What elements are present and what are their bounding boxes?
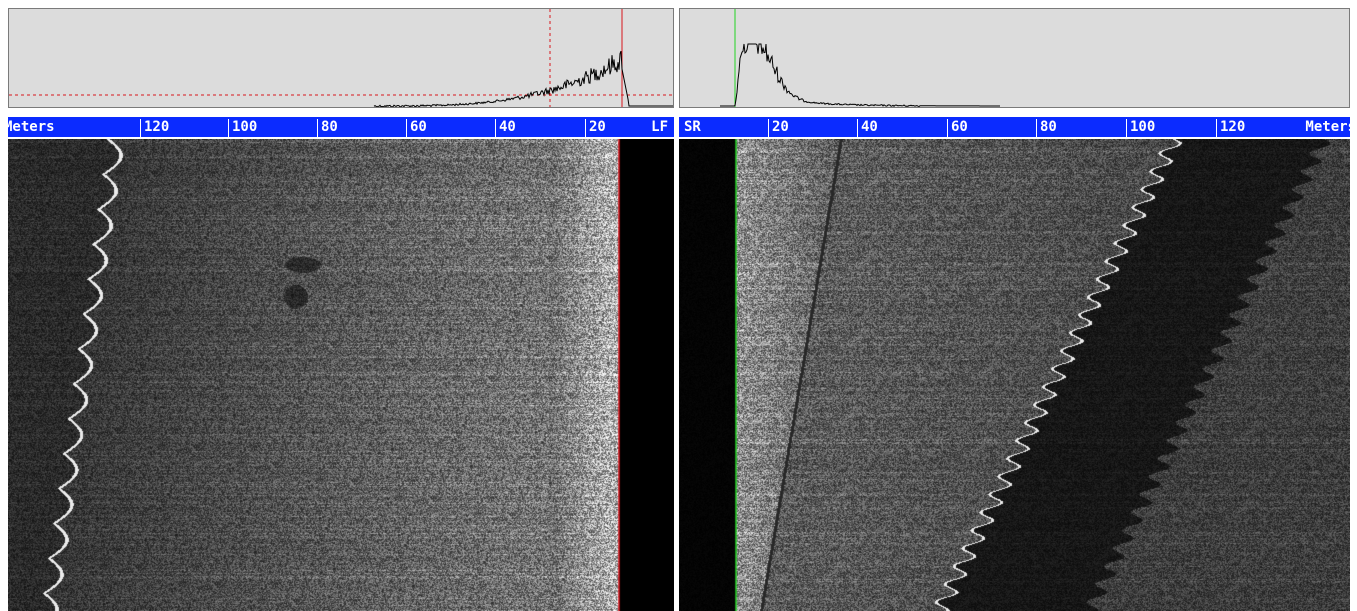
- stbd-tick-100: 100: [1126, 119, 1155, 137]
- port-tick-60: 60: [406, 119, 427, 137]
- stbd-tick-120: 120: [1216, 119, 1245, 137]
- port-range-ruler[interactable]: Meters 120 100 80 60 40 20 LF: [8, 117, 674, 137]
- stbd-tick-40: 40: [857, 119, 878, 137]
- port-histogram[interactable]: [8, 8, 674, 108]
- port-tick-40: 40: [495, 119, 516, 137]
- starboard-histogram-plot: [720, 9, 1000, 107]
- port-units-label: Meters: [8, 119, 55, 135]
- starboard-sonar-image: [679, 139, 1350, 611]
- port-sonar-waterfall[interactable]: [8, 139, 674, 611]
- starboard-range-ruler[interactable]: SR 20 40 60 80 100 120 Meters: [679, 117, 1350, 137]
- starboard-sonar-waterfall[interactable]: [679, 139, 1350, 611]
- port-tick-120: 120: [140, 119, 169, 137]
- starboard-units-label: Meters: [1305, 119, 1350, 135]
- port-histogram-plot: [9, 9, 673, 107]
- stbd-tick-80: 80: [1036, 119, 1057, 137]
- stbd-tick-60: 60: [947, 119, 968, 137]
- stbd-tick-20: 20: [768, 119, 789, 137]
- port-sonar-image: [8, 139, 674, 611]
- port-channel-label: LF: [651, 119, 668, 135]
- port-tick-100: 100: [228, 119, 257, 137]
- port-tick-20: 20: [585, 119, 606, 137]
- port-tick-80: 80: [317, 119, 338, 137]
- starboard-histogram[interactable]: [679, 8, 1350, 108]
- starboard-channel-label: SR: [684, 119, 701, 135]
